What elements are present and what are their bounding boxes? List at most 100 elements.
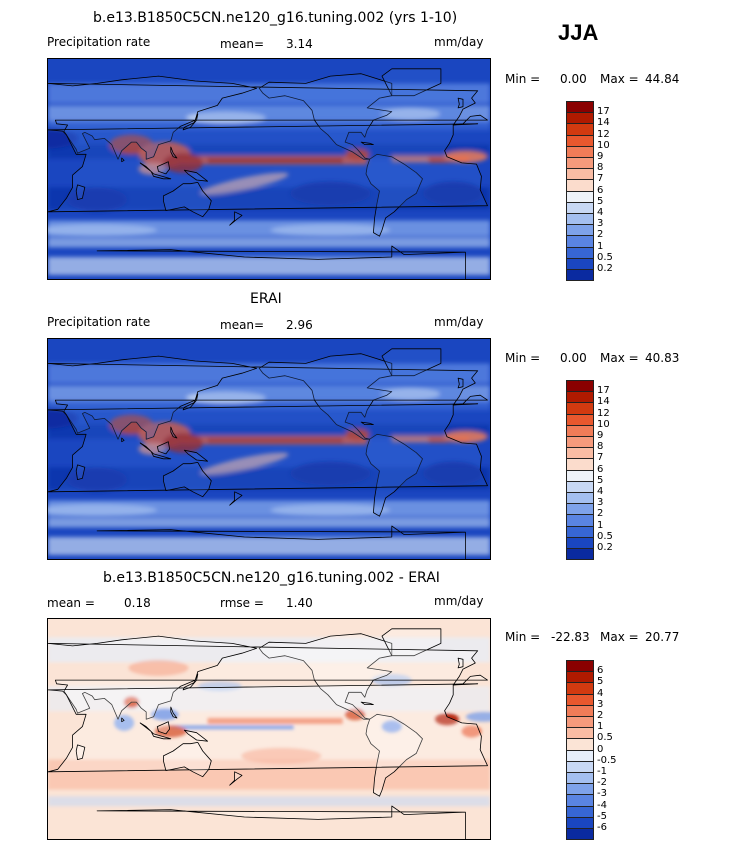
colorbar-swatch bbox=[566, 246, 594, 259]
coastline-srilanka bbox=[121, 437, 125, 443]
coastline-borneo bbox=[156, 161, 170, 175]
colorbar-tick-label: 4 bbox=[597, 687, 604, 699]
colorbar-tick-label: 3 bbox=[597, 497, 604, 509]
coastline-newguinea bbox=[183, 729, 209, 742]
coastline-philippines bbox=[170, 146, 178, 159]
panel-2-map bbox=[47, 338, 491, 560]
colorbar-tick-label: 0.5 bbox=[597, 251, 613, 263]
colorbar-swatch bbox=[566, 436, 594, 448]
coastline-newzealand bbox=[229, 491, 243, 506]
colorbar-swatch bbox=[566, 424, 594, 437]
coastline-cuba bbox=[360, 421, 374, 425]
coastline-africa bbox=[48, 403, 488, 493]
colorbar-swatch bbox=[566, 269, 594, 281]
panel-3-mean-label: mean = bbox=[47, 596, 95, 610]
colorbar-swatch bbox=[566, 469, 594, 482]
colorbar-swatch bbox=[566, 536, 594, 549]
colorbar-tick-label: 8 bbox=[597, 162, 604, 174]
colorbar-tick-label: 0.2 bbox=[597, 542, 613, 553]
coastline-srilanka bbox=[121, 157, 125, 163]
colorbar-swatch bbox=[566, 682, 594, 695]
coastline-eurasia bbox=[48, 355, 488, 440]
panel-3-map-plot bbox=[48, 619, 490, 839]
colorbar-tick-label: 6 bbox=[597, 184, 604, 196]
panel-2-max-value: 40.83 bbox=[645, 351, 680, 365]
panel-1-variable-label: Precipitation rate bbox=[47, 35, 151, 49]
colorbar-swatch bbox=[566, 760, 594, 773]
panel-1-title: b.e13.B1850C5CN.ne120_g16.tuning.002 (yr… bbox=[93, 10, 458, 26]
colorbar-tick-label: -1 bbox=[597, 766, 607, 777]
coastline-greenland bbox=[381, 68, 442, 97]
colorbar-tick-label: 4 bbox=[597, 207, 604, 218]
coastline-srilanka bbox=[121, 717, 125, 723]
colorbar-tick-label: 3 bbox=[597, 218, 604, 230]
colorbar-swatch bbox=[566, 805, 594, 818]
coastlines bbox=[48, 348, 488, 559]
panel-3-min-value: -22.83 bbox=[551, 630, 590, 644]
panel-1-min-value: 0.00 bbox=[560, 72, 587, 86]
colorbar-tick-label: 4 bbox=[597, 486, 604, 497]
coastline-africa bbox=[48, 123, 488, 213]
coastline-uk bbox=[457, 97, 464, 109]
colorbar-tick-label: 17 bbox=[597, 385, 610, 397]
colorbar-tick-label: 0 bbox=[597, 743, 604, 755]
colorbar-frame bbox=[566, 380, 594, 561]
colorbar-swatch bbox=[566, 704, 594, 717]
colorbar-tick-label: 5 bbox=[597, 195, 604, 207]
coastline-americaS bbox=[365, 433, 423, 517]
coastline-americaN bbox=[258, 353, 393, 440]
colorbar-tick-label: 5 bbox=[597, 474, 604, 486]
colorbar-swatch bbox=[566, 235, 594, 248]
panel-1-map-plot bbox=[48, 59, 490, 279]
coastline-antarctica bbox=[96, 245, 466, 279]
panel-3-units: mm/day bbox=[434, 594, 484, 608]
colorbar-swatch bbox=[566, 492, 594, 504]
colorbar-tick-label: 10 bbox=[597, 139, 610, 151]
panel-3-min-label: Min = bbox=[505, 630, 541, 644]
panel-2-map-plot bbox=[48, 339, 490, 559]
colorbar-frame bbox=[566, 101, 594, 282]
colorbar-tick-label: 14 bbox=[597, 396, 610, 408]
coastline-americaN bbox=[258, 73, 393, 160]
colorbar-tick-label: 7 bbox=[597, 173, 604, 185]
colorbar-tick-label: 2 bbox=[597, 508, 604, 520]
colorbar-swatch bbox=[566, 179, 594, 192]
panel-3-map bbox=[47, 618, 491, 840]
panel-2-mean-value: 2.96 bbox=[286, 318, 313, 332]
colorbar-tick-label: 5 bbox=[597, 676, 604, 688]
coastline-greenland bbox=[381, 348, 442, 377]
coastline-philippines bbox=[170, 426, 178, 439]
panel-3-title: b.e13.B1850C5CN.ne120_g16.tuning.002 - E… bbox=[103, 570, 440, 586]
coastline-newzealand bbox=[229, 771, 243, 786]
panel-2-variable-label: Precipitation rate bbox=[47, 315, 151, 329]
colorbar-swatch bbox=[566, 828, 594, 840]
colorbar-tick-label: 12 bbox=[597, 407, 610, 419]
coastline-madagascar bbox=[75, 464, 86, 481]
coastline-australia bbox=[163, 462, 212, 498]
colorbar-swatch bbox=[566, 257, 594, 270]
colorbar-swatch bbox=[566, 391, 594, 403]
colorbar-swatch bbox=[566, 794, 594, 807]
coastline-madagascar bbox=[75, 744, 86, 761]
coastline-africa bbox=[48, 683, 488, 773]
coastlines bbox=[48, 68, 488, 279]
colorbar-tick-label: -4 bbox=[597, 799, 607, 811]
season-label: JJA bbox=[558, 20, 599, 45]
colorbar-tick-label: 9 bbox=[597, 430, 604, 441]
panel-2-max-label: Max = bbox=[600, 351, 639, 365]
colorbar-tick-label: 0.5 bbox=[597, 530, 613, 542]
panel-2-title: ERAI bbox=[250, 291, 282, 307]
colorbar-swatch bbox=[566, 480, 594, 493]
colorbar-swatch bbox=[566, 514, 594, 527]
colorbar-swatch bbox=[566, 213, 594, 225]
coastline-newzealand bbox=[229, 211, 243, 226]
coastline-uk bbox=[457, 657, 464, 669]
colorbar-swatch bbox=[566, 101, 594, 113]
colorbar-swatch bbox=[566, 693, 594, 706]
panel-1-max-label: Max = bbox=[600, 72, 639, 86]
colorbar-tick-label: 10 bbox=[597, 418, 610, 430]
panel-1-min-label: Min = bbox=[505, 72, 541, 86]
colorbar-swatch bbox=[566, 548, 594, 560]
colorbar-swatch bbox=[566, 145, 594, 158]
panel-3-rmse-value: 1.40 bbox=[286, 596, 313, 610]
